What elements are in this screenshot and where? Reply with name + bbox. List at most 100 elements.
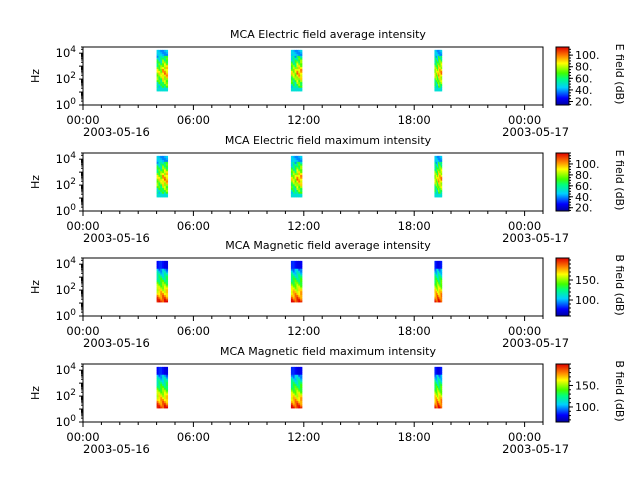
spectrogram-cell	[163, 170, 167, 174]
spectrogram-cell	[160, 273, 163, 277]
spectrogram-cell	[436, 294, 439, 297]
spectrogram-segment	[156, 260, 169, 303]
spectrogram-cell	[163, 298, 167, 301]
spectrogram-cell	[439, 288, 441, 292]
spectrogram-cell	[160, 378, 163, 381]
spectrogram-cell	[165, 163, 169, 166]
spectrogram-cell	[296, 70, 299, 73]
spectrogram-cell	[300, 168, 303, 172]
spectrogram-cell	[296, 374, 299, 377]
spectrogram-cell	[292, 180, 295, 183]
spectrogram-cell	[434, 66, 437, 69]
spectrogram-cell	[294, 83, 297, 86]
spectrogram-cell	[158, 55, 161, 58]
spectrogram-cell	[434, 370, 437, 373]
spectrogram-cell	[163, 172, 167, 175]
y-tick-label: 100	[56, 414, 77, 429]
spectrogram-cell	[300, 292, 303, 295]
y-axis-label: Hz	[29, 175, 42, 189]
spectrogram-cell	[156, 404, 159, 407]
spectrogram-cell	[165, 383, 169, 386]
spectrogram-cell	[165, 288, 169, 292]
spectrogram-cell	[158, 374, 161, 377]
spectrogram-cell	[290, 66, 294, 69]
spectrogram-cell	[158, 396, 161, 400]
spectrogram-cell	[436, 381, 439, 385]
spectrogram-cell	[163, 51, 167, 55]
spectrogram-cell	[162, 185, 165, 189]
spectrogram-cell	[163, 161, 167, 164]
spectrogram-cell	[158, 174, 161, 177]
spectrogram-cell	[165, 273, 169, 277]
spectrogram-cell	[163, 283, 167, 286]
spectrogram-cell	[438, 273, 440, 277]
spectrogram-cell	[298, 176, 301, 179]
spectrogram-cell	[438, 55, 440, 58]
spectrogram-cell	[162, 379, 165, 383]
spectrogram-cell	[294, 292, 297, 295]
spectrogram-cell	[290, 53, 294, 56]
spectrogram-cell	[435, 170, 438, 174]
spectrogram-cell	[294, 290, 297, 294]
spectrogram-cell	[300, 288, 303, 292]
spectrogram-cell	[434, 275, 437, 279]
spectrogram-cell	[296, 279, 299, 282]
spectrogram-cell	[435, 374, 438, 377]
spectrogram-cell	[300, 283, 303, 286]
spectrogram-cell	[162, 83, 165, 86]
spectrogram-cell	[300, 74, 303, 77]
spectrogram-cell	[438, 376, 440, 379]
spectrogram-cell	[438, 163, 440, 166]
spectrogram-cell	[436, 387, 439, 390]
spectrogram-cell	[290, 64, 294, 68]
spectrogram-cell	[290, 167, 294, 170]
spectrogram-cell	[162, 180, 165, 183]
spectrogram-cell	[292, 72, 295, 75]
spectrogram-cell	[296, 400, 299, 403]
spectrogram-cell	[300, 172, 303, 175]
spectrogram-cell	[296, 57, 299, 60]
spectrogram-panel-2: MCA Electric field maximum intensity1001…	[29, 134, 626, 245]
spectrogram-cell	[158, 275, 161, 279]
spectrogram-cell	[300, 376, 303, 379]
spectrogram-cell	[434, 77, 437, 81]
spectrogram-cell	[435, 74, 438, 77]
spectrogram-cell	[438, 66, 440, 69]
spectrogram-cell	[434, 368, 437, 372]
spectrogram-cell	[294, 270, 297, 273]
spectrogram-cell	[434, 268, 437, 271]
spectrogram-cell	[160, 391, 163, 394]
spectrogram-cell	[298, 191, 301, 194]
spectrogram-cell	[292, 76, 295, 79]
spectrogram-cell	[294, 400, 297, 403]
spectrogram-cell	[162, 70, 165, 73]
spectrogram-cell	[165, 161, 169, 164]
spectrogram-cell	[439, 400, 441, 403]
spectrogram-cell	[165, 281, 169, 284]
spectrogram-cell	[162, 77, 165, 81]
spectrogram-cell	[294, 273, 297, 277]
spectrogram-cell	[438, 272, 440, 275]
spectrogram-cell	[160, 176, 163, 179]
spectrogram-cell	[290, 281, 294, 284]
spectrogram-segment	[290, 49, 303, 92]
spectrogram-cell	[290, 191, 294, 194]
spectrogram-cell	[298, 165, 301, 168]
spectrogram-cell	[292, 277, 295, 280]
spectrogram-cell	[300, 400, 303, 403]
spectrogram-cell	[436, 183, 439, 187]
spectrogram-cell	[436, 264, 439, 267]
spectrogram-cell	[298, 57, 301, 60]
spectrogram-cell	[163, 383, 167, 386]
spectrogram-cell	[440, 296, 443, 299]
spectrogram-cell	[158, 77, 161, 81]
spectrogram-cell	[435, 294, 438, 297]
spectrogram-cell	[439, 185, 441, 189]
spectrogram-cell	[290, 292, 294, 295]
spectrogram-cell	[436, 167, 439, 170]
spectrogram-cell	[292, 74, 295, 77]
spectrogram-cell	[163, 402, 167, 405]
spectrogram-cell	[440, 393, 443, 396]
spectrogram-cell	[439, 370, 441, 373]
